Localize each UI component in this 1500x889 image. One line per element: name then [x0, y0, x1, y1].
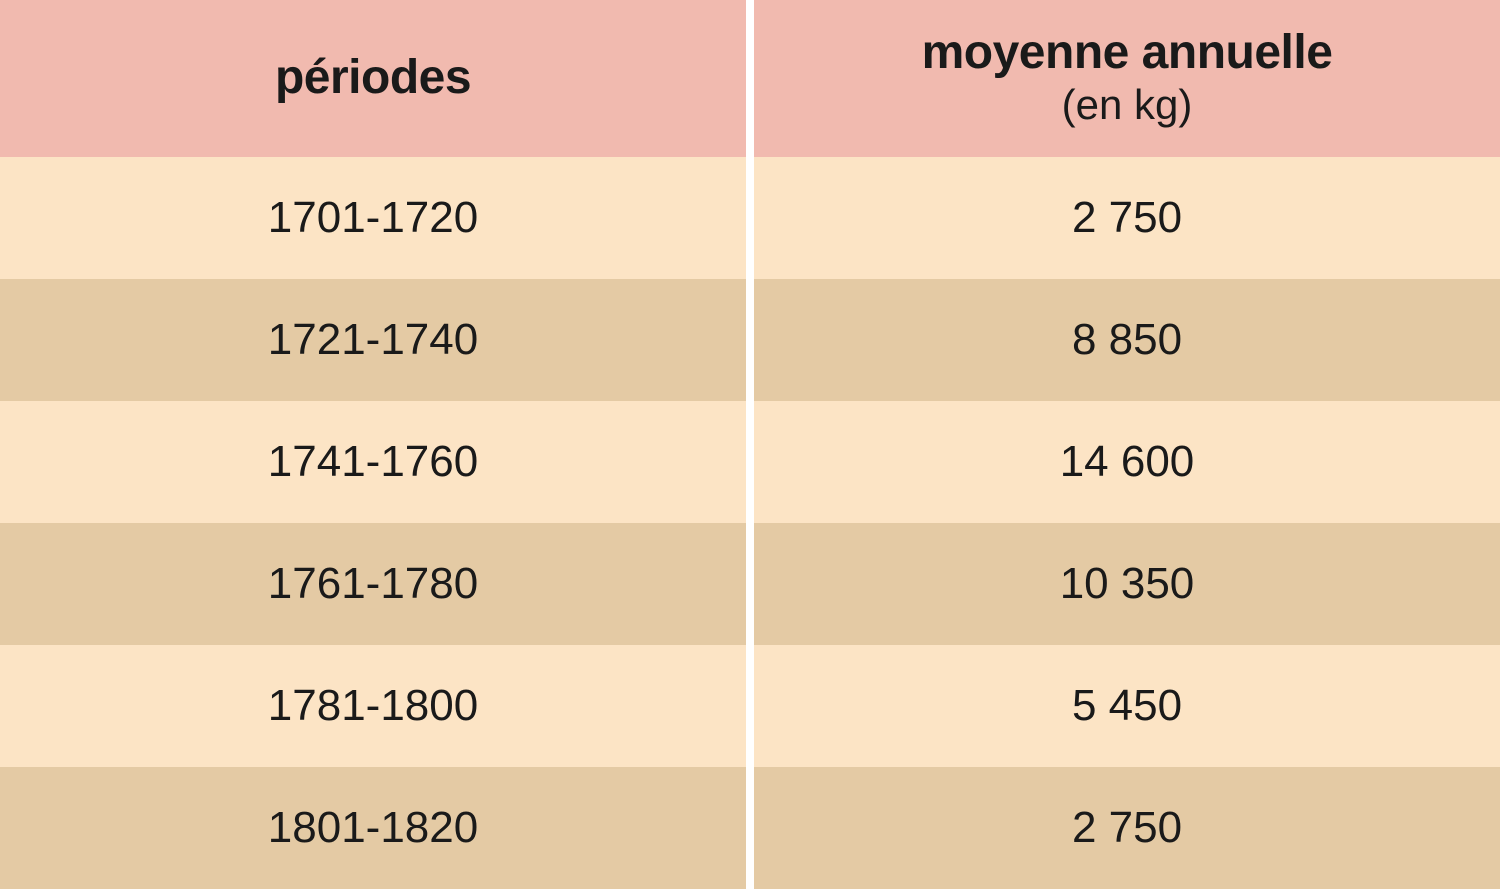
table-row: 1721-1740 8 850	[0, 279, 1500, 401]
value-cell: 10 350	[750, 523, 1500, 645]
value-cell: 14 600	[750, 401, 1500, 523]
table-row: 1701-1720 2 750	[0, 157, 1500, 279]
data-table: périodes moyenne annuelle (en kg) 1701-1…	[0, 0, 1500, 889]
table-header-row: périodes moyenne annuelle (en kg)	[0, 0, 1500, 157]
table-row: 1741-1760 14 600	[0, 401, 1500, 523]
period-cell: 1761-1780	[0, 523, 750, 645]
value-cell: 2 750	[750, 767, 1500, 889]
period-cell: 1721-1740	[0, 279, 750, 401]
value-cell: 5 450	[750, 645, 1500, 767]
header-subtitle: (en kg)	[1062, 80, 1193, 130]
header-title: périodes	[275, 52, 471, 105]
period-cell: 1801-1820	[0, 767, 750, 889]
table-row: 1801-1820 2 750	[0, 767, 1500, 889]
header-cell-periodes: périodes	[0, 0, 750, 157]
table-row: 1781-1800 5 450	[0, 645, 1500, 767]
period-cell: 1781-1800	[0, 645, 750, 767]
value-cell: 8 850	[750, 279, 1500, 401]
value-cell: 2 750	[750, 157, 1500, 279]
table-row: 1761-1780 10 350	[0, 523, 1500, 645]
period-cell: 1741-1760	[0, 401, 750, 523]
header-cell-moyenne: moyenne annuelle (en kg)	[750, 0, 1500, 157]
period-cell: 1701-1720	[0, 157, 750, 279]
header-title: moyenne annuelle	[922, 27, 1333, 80]
